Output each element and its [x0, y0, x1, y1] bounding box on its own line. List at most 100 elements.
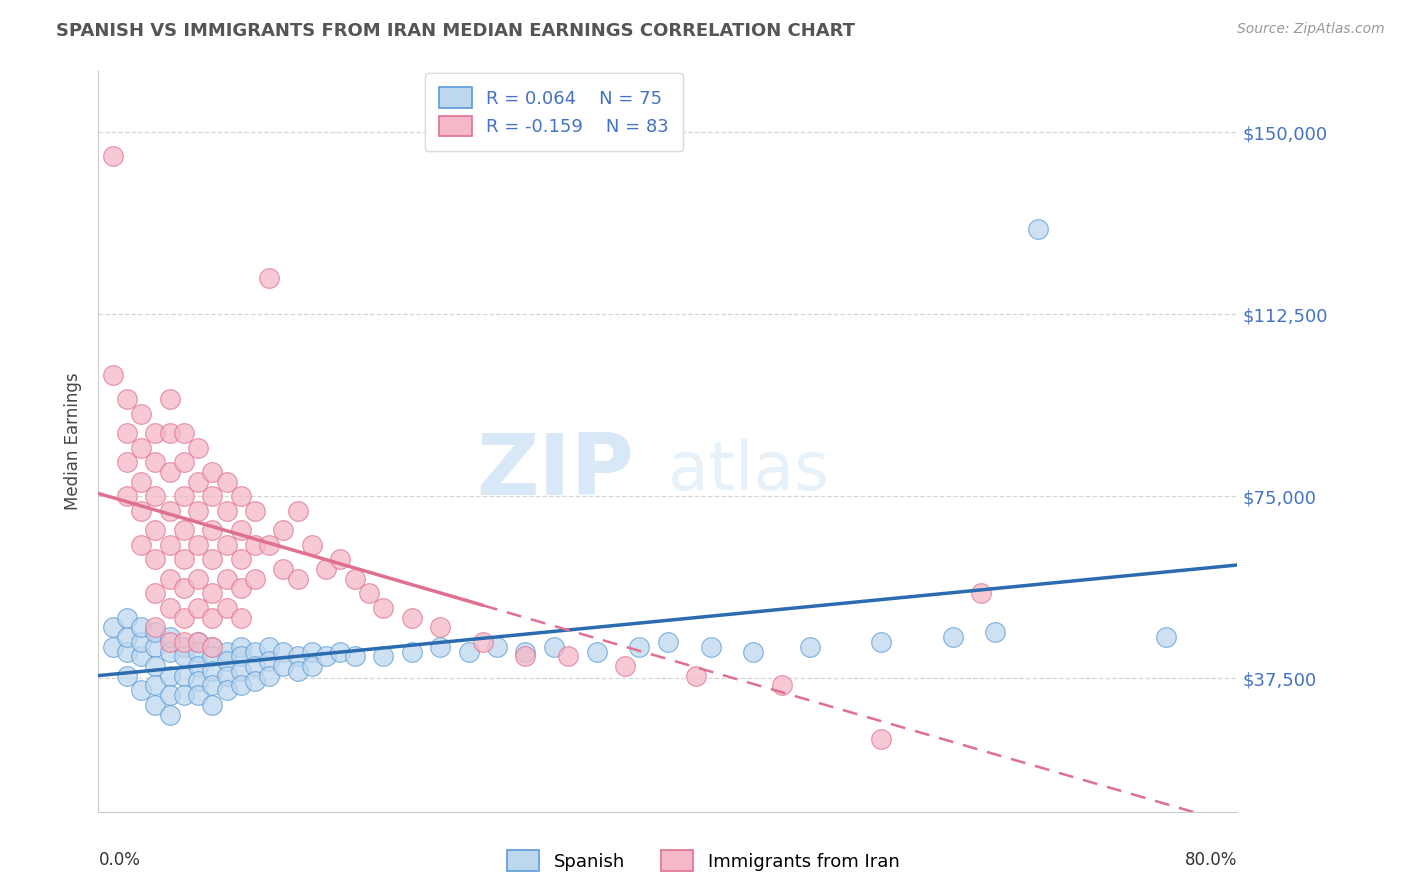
Point [373, 600, 395, 615]
Point [101, 368, 124, 382]
Point [471, 635, 494, 649]
Point [515, 644, 537, 658]
Point [699, 640, 721, 654]
Point [343, 572, 366, 586]
Point [870, 731, 893, 746]
Point [315, 649, 337, 664]
Point [187, 475, 209, 489]
Point [273, 562, 295, 576]
Point [229, 552, 252, 566]
Point [799, 640, 821, 654]
Point [173, 523, 195, 537]
Point [343, 649, 366, 664]
Point [173, 640, 195, 654]
Point [129, 538, 152, 552]
Point [201, 664, 224, 678]
Point [259, 640, 281, 654]
Point [229, 582, 252, 596]
Point [129, 683, 152, 698]
Point [145, 678, 167, 692]
Point [145, 659, 167, 673]
Point [1154, 630, 1177, 644]
Point [273, 523, 295, 537]
Point [287, 572, 309, 586]
Point [401, 610, 423, 624]
Point [115, 489, 138, 503]
Point [614, 659, 637, 673]
Point [259, 538, 281, 552]
Point [243, 572, 266, 586]
Point [201, 640, 224, 654]
Point [201, 640, 224, 654]
Point [243, 538, 266, 552]
Point [187, 688, 209, 702]
Point [173, 455, 195, 469]
Point [173, 489, 195, 503]
Point [115, 669, 138, 683]
Point [187, 635, 209, 649]
Point [187, 572, 209, 586]
Point [173, 669, 195, 683]
Point [329, 552, 352, 566]
Point [145, 586, 167, 600]
Point [543, 640, 565, 654]
Point [401, 644, 423, 658]
Point [585, 644, 607, 658]
Point [259, 270, 281, 285]
Point [357, 586, 380, 600]
Point [201, 489, 224, 503]
Point [159, 669, 181, 683]
Point [287, 649, 309, 664]
Text: ZIP: ZIP [477, 430, 634, 513]
Point [145, 455, 167, 469]
Point [229, 489, 252, 503]
Point [373, 649, 395, 664]
Legend: R = 0.064    N = 75, R = -0.159    N = 83: R = 0.064 N = 75, R = -0.159 N = 83 [425, 73, 683, 151]
Point [159, 707, 181, 722]
Point [557, 649, 579, 664]
Point [129, 504, 152, 518]
Point [1026, 222, 1049, 236]
Text: 80.0%: 80.0% [1185, 851, 1237, 869]
Point [229, 610, 252, 624]
Point [301, 644, 323, 658]
Point [187, 441, 209, 455]
Point [173, 649, 195, 664]
Point [187, 644, 209, 658]
Point [229, 523, 252, 537]
Point [770, 678, 793, 692]
Point [159, 504, 181, 518]
Point [215, 644, 238, 658]
Point [159, 465, 181, 479]
Point [215, 504, 238, 518]
Point [742, 644, 765, 658]
Point [173, 425, 195, 440]
Point [243, 644, 266, 658]
Point [145, 489, 167, 503]
Point [201, 586, 224, 600]
Point [173, 688, 195, 702]
Point [187, 504, 209, 518]
Point [187, 538, 209, 552]
Point [301, 659, 323, 673]
Point [159, 630, 181, 644]
Point [870, 635, 893, 649]
Point [486, 640, 509, 654]
Point [129, 649, 152, 664]
Point [187, 659, 209, 673]
Point [942, 630, 965, 644]
Text: SPANISH VS IMMIGRANTS FROM IRAN MEDIAN EARNINGS CORRELATION CHART: SPANISH VS IMMIGRANTS FROM IRAN MEDIAN E… [56, 22, 855, 40]
Point [273, 659, 295, 673]
Point [187, 673, 209, 688]
Point [173, 552, 195, 566]
Y-axis label: Median Earnings: Median Earnings [65, 373, 83, 510]
Point [159, 392, 181, 406]
Point [429, 640, 451, 654]
Point [201, 698, 224, 712]
Point [315, 562, 337, 576]
Point [201, 523, 224, 537]
Point [215, 600, 238, 615]
Point [457, 644, 479, 658]
Point [159, 425, 181, 440]
Point [159, 644, 181, 658]
